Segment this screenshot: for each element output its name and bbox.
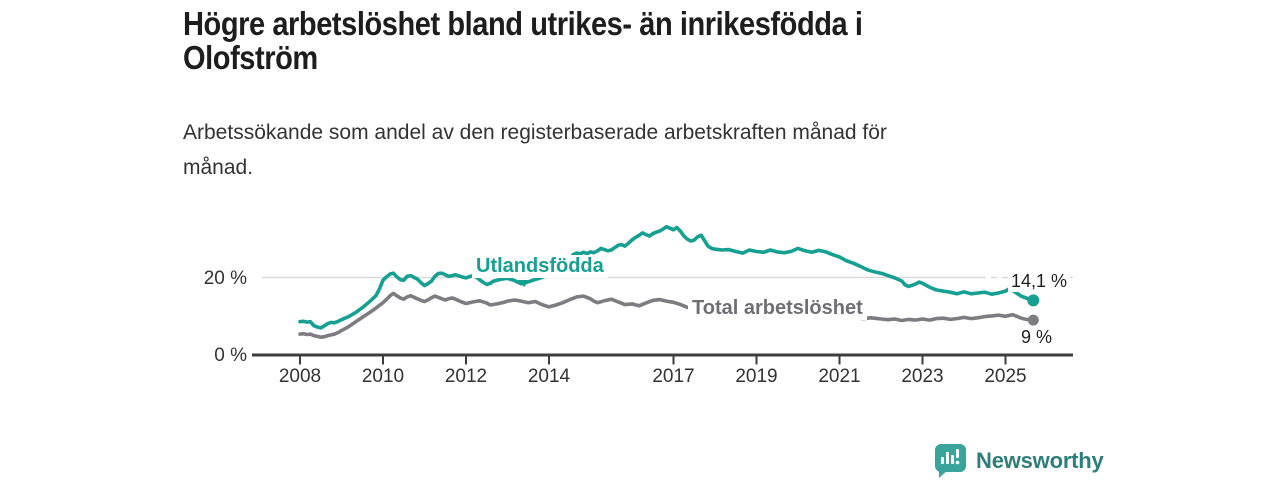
- newsworthy-logo-text: Newsworthy: [976, 447, 1104, 473]
- newsworthy-logo-icon: [935, 444, 966, 478]
- series-line-total-arbetsloshet: [298, 291, 1036, 340]
- series-endpoint-dot-utlandsfodda: [1027, 294, 1040, 307]
- newsworthy-logo: Newsworthy: [934, 443, 1104, 478]
- chart-subtitle: Arbetssökande som andel av den registerb…: [183, 115, 887, 185]
- series-line-utlandsfodda: [298, 224, 1036, 330]
- chart-subtitle-line1: Arbetssökande som andel av den registerb…: [183, 121, 887, 144]
- page-title-line1: Högre arbetslöshet bland utrikes- än inr…: [183, 5, 863, 42]
- chart-subtitle-line2: månad.: [183, 156, 254, 179]
- x-axis-ticks: [299, 356, 1007, 365]
- series-endpoint-dot-total: [1027, 314, 1039, 326]
- page-title: Högre arbetslöshet bland utrikes- än inr…: [183, 7, 863, 75]
- page-title-line2: Olofström: [183, 39, 318, 76]
